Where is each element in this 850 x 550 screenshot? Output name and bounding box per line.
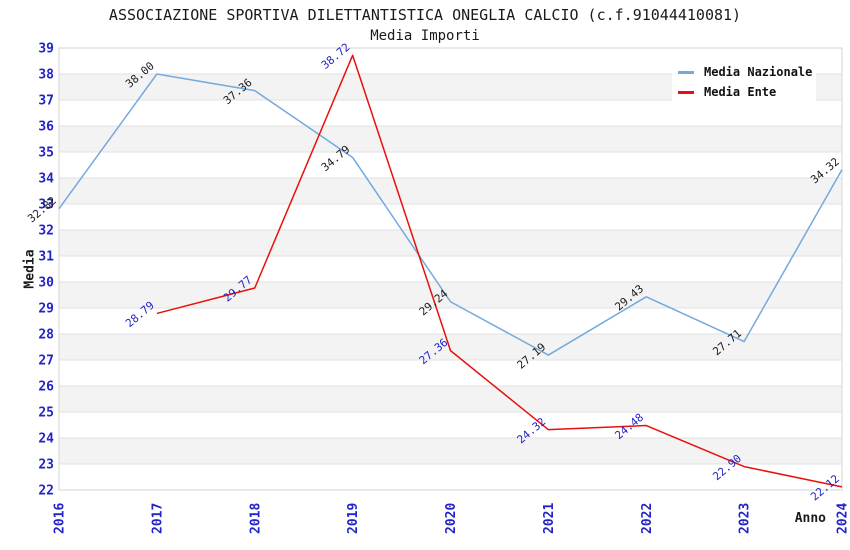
y-tick-label: 38 bbox=[38, 68, 54, 83]
legend-swatch-ente-icon bbox=[678, 90, 694, 94]
y-tick-label: 37 bbox=[38, 94, 54, 109]
legend-swatch-nazionale-icon bbox=[678, 70, 694, 74]
plot-band bbox=[59, 386, 842, 412]
legend-label-nazionale: Media Nazionale bbox=[704, 65, 813, 79]
y-tick-label: 23 bbox=[38, 458, 54, 473]
y-tick-label: 29 bbox=[38, 302, 54, 317]
x-axis-title: Anno bbox=[794, 511, 826, 526]
y-tick-label: 35 bbox=[38, 146, 54, 161]
legend-label-ente: Media Ente bbox=[704, 85, 777, 99]
plot-band bbox=[59, 464, 842, 490]
legend-item-media-nazionale: Media Nazionale bbox=[678, 62, 812, 82]
plot-band bbox=[59, 126, 842, 152]
x-tick-label: 2022 bbox=[640, 503, 655, 534]
y-tick-label: 30 bbox=[38, 276, 54, 291]
plot-border bbox=[58, 47, 843, 491]
plot-band bbox=[59, 256, 842, 282]
y-tick-label: 36 bbox=[38, 120, 54, 135]
y-tick-label: 24 bbox=[38, 432, 54, 447]
plot-band bbox=[59, 412, 842, 438]
x-tick-label: 2017 bbox=[150, 503, 165, 534]
y-tick-label: 32 bbox=[38, 224, 54, 239]
x-tick-label: 2016 bbox=[53, 503, 68, 534]
legend-item-media-ente: Media Ente bbox=[678, 82, 812, 102]
y-tick-label: 33 bbox=[38, 198, 54, 213]
y-tick-label: 28 bbox=[38, 328, 54, 343]
y-tick-label: 25 bbox=[38, 406, 54, 421]
legend: Media Nazionale Media Ente bbox=[672, 56, 816, 108]
series-line-media-nazionale bbox=[58, 73, 843, 356]
plot-band bbox=[59, 204, 842, 230]
plot-band bbox=[59, 438, 842, 464]
x-tick-label: 2020 bbox=[444, 503, 459, 534]
plot-band bbox=[59, 308, 842, 334]
x-tick-label: 2019 bbox=[346, 503, 361, 534]
x-tick-label: 2023 bbox=[738, 503, 753, 534]
y-tick-label: 39 bbox=[38, 42, 54, 57]
y-tick-label: 31 bbox=[38, 250, 54, 265]
plot-band bbox=[59, 152, 842, 178]
plot-band bbox=[59, 230, 842, 256]
plot-band bbox=[59, 178, 842, 204]
y-tick-label: 22 bbox=[38, 484, 54, 499]
y-tick-label: 34 bbox=[38, 172, 54, 187]
plot-band bbox=[59, 334, 842, 360]
chart-subtitle: Media Importi bbox=[370, 28, 480, 44]
x-tick-label: 2018 bbox=[248, 503, 263, 534]
chart-title: ASSOCIAZIONE SPORTIVA DILETTANTISTICA ON… bbox=[108, 6, 742, 24]
series-line-media-ente bbox=[156, 54, 843, 488]
y-tick-label: 26 bbox=[38, 380, 54, 395]
y-tick-label: 27 bbox=[38, 354, 54, 369]
plot-band bbox=[59, 282, 842, 308]
plot-band bbox=[59, 360, 842, 386]
y-axis-title: Media bbox=[22, 249, 38, 289]
x-tick-label: 2021 bbox=[542, 503, 557, 534]
x-tick-label: 2024 bbox=[836, 503, 850, 534]
